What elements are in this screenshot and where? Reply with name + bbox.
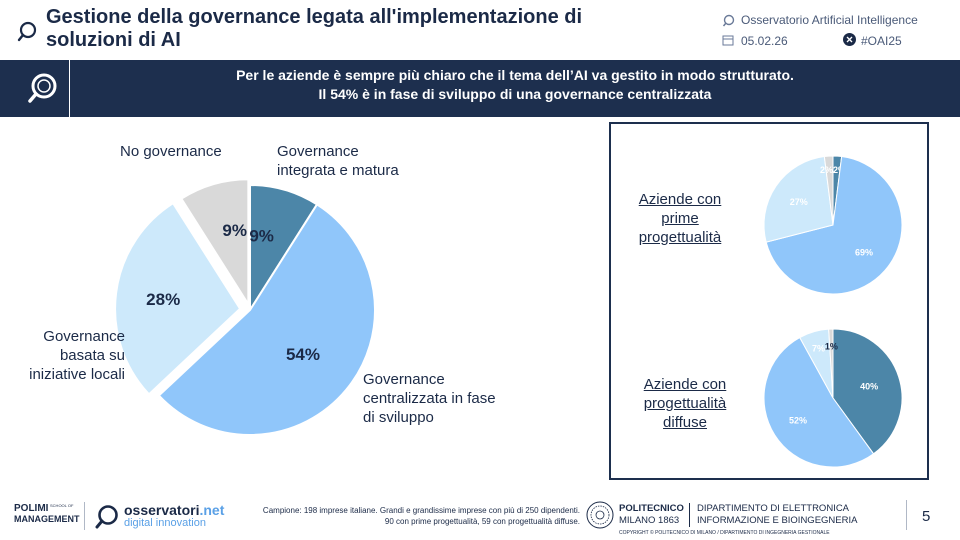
polimi-line-2: MANAGEMENT (14, 514, 80, 524)
label-locali-line-3: iniziative locali (29, 366, 125, 383)
sub1-line-2: prime (661, 210, 699, 227)
headline-line-2: Il 54% è in fase di sviluppo di una gove… (318, 86, 712, 102)
sample-note: Campione: 198 imprese italiane. Grandi e… (230, 505, 580, 527)
label-integrata-line-1: Governance (277, 143, 359, 160)
pie-slice-3 (179, 178, 250, 308)
osservatori-net: .net (199, 502, 225, 518)
label-governance-locali: Governance basata su iniziative locali (0, 327, 125, 384)
sample-line-1: Campione: 198 imprese italiane. Grandi e… (262, 506, 580, 515)
pie-value-label-1: 54% (286, 345, 320, 364)
date-label: 05.02.26 (741, 34, 788, 48)
label-governance-integrata: Governance integrata e matura (277, 142, 399, 180)
label-centr-line-1: Governance (363, 371, 445, 388)
footer-divider-1 (84, 502, 85, 530)
department-label: DIPARTIMENTO DI ELETTRONICA INFORMAZIONE… (697, 503, 857, 527)
digital-innovation: digital innovation (124, 517, 206, 529)
pie-prime-progettualita: 2%69%27%2% (763, 155, 903, 295)
label-centr-line-3: di sviluppo (363, 409, 434, 426)
pie-value-label-2: 28% (146, 290, 180, 309)
pie-slice-1 (765, 155, 903, 295)
hashtag-label: #OAI25 (861, 34, 902, 48)
pie-slice-1 (763, 336, 875, 468)
footer-divider-2 (689, 503, 690, 527)
pie-value-label-0: 40% (860, 381, 878, 391)
segment-comparison-box (609, 122, 929, 480)
pie-value-label-1: 52% (789, 415, 807, 425)
pie-value-label-3: 2% (820, 165, 833, 175)
x-social-icon (843, 33, 856, 46)
osservatori-search-icon (95, 505, 118, 529)
osservatori-word: osservatori (124, 502, 200, 518)
label-integrata-line-2: integrata e matura (277, 162, 399, 179)
pie-slice-2 (763, 155, 834, 243)
polimi-line-1: POLIMI (14, 503, 49, 514)
dept-line-1: DIPARTIMENTO DI ELETTRONICA (697, 503, 850, 514)
politecnico-seal (586, 501, 614, 529)
pie-slice-3 (823, 155, 834, 226)
headline-line-1: Per le aziende è sempre più chiaro che i… (236, 67, 794, 83)
subtitle-progettualita-diffuse: Aziende con progettualità diffuse (620, 375, 750, 432)
calendar-icon (722, 35, 734, 46)
poli-line-2: MILANO 1863 (619, 515, 680, 526)
pie-value-label-2: 27% (790, 197, 808, 207)
title-search-icon (17, 21, 37, 42)
banner-search-icon (28, 60, 70, 117)
sub2-line-1: Aziende con (643, 376, 727, 393)
page-title: Gestione della governance legata all'imp… (46, 6, 583, 51)
main-pie-chart: 9% 54% 28% 9% (114, 178, 376, 436)
polimi-logo: POLIMI MANAGEMENT SCHOOL OF (14, 503, 80, 525)
sub1-line-3: progettualità (638, 229, 722, 246)
pie-slice-1 (157, 203, 376, 436)
label-governance-centralizzata: Governance centralizzata in fase di svil… (363, 370, 496, 427)
pie-value-label-1: 69% (855, 248, 873, 258)
label-locali-line-1: Governance (43, 328, 125, 345)
pie-value-label-3: 1% (825, 341, 838, 351)
poli-line-1: POLITECNICO (619, 503, 684, 514)
pie-progettualita-diffuse: 40% 52% 7% 1% (763, 328, 903, 468)
observatory-name: Osservatorio Artificial Intelligence (741, 13, 918, 27)
headline-banner (0, 60, 960, 117)
page-number: 5 (922, 508, 931, 525)
osservatori-logo: osservatori.net digital innovation (124, 503, 224, 529)
sub2-line-2: progettualità (643, 395, 727, 412)
pie-value-label-2: 7% (812, 343, 825, 353)
copyright-text: COPYRIGHT © POLITECNICO DI MILANO / DIPA… (619, 530, 830, 536)
pie-value-label-3: 9% (222, 221, 247, 240)
subtitle-prime-progettualita: Aziende con prime progettualità (615, 190, 745, 247)
pie-value-label-0: 9% (249, 227, 274, 246)
headline-text: Per le aziende è sempre più chiaro che i… (70, 66, 960, 104)
pie-slice-0 (832, 328, 903, 455)
label-centr-line-2: centralizzata in fase (363, 390, 496, 407)
sub1-line-1: Aziende con (638, 191, 722, 208)
sample-line-2: 90 con prime progettualità, 59 con proge… (384, 517, 580, 526)
politecnico-logo-text: POLITECNICO MILANO 1863 (619, 503, 684, 527)
polimi-school: SCHOOL OF (50, 503, 74, 508)
label-locali-line-2: basata su (59, 347, 125, 364)
sub2-line-3: diffuse (663, 414, 707, 431)
footer-divider-3 (906, 500, 907, 530)
dept-line-2: INFORMAZIONE E BIOINGEGNERIA (697, 515, 858, 526)
pie-slice-2 (114, 201, 242, 396)
pie-slice-3 (828, 328, 834, 399)
label-no-governance: No governance (120, 143, 222, 160)
observatory-icon (722, 14, 735, 27)
